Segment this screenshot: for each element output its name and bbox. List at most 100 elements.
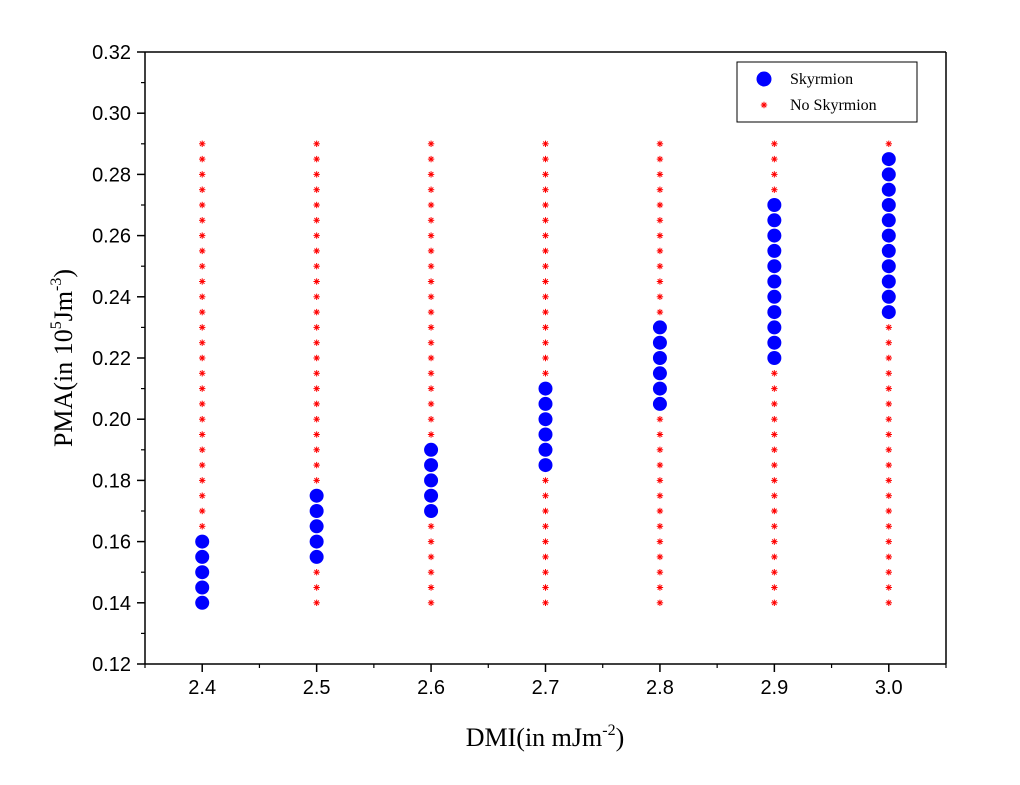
no-skyrmion-point xyxy=(656,492,664,499)
x-axis-title-text: DMI(in mJm xyxy=(466,723,603,752)
no-skyrmion-point xyxy=(199,293,206,300)
y-tick-label: 0.18 xyxy=(92,470,131,492)
y-axis-title: PMA(in 105Jm-3) xyxy=(48,269,78,447)
no-skyrmion-point xyxy=(542,324,549,331)
no-skyrmion-point xyxy=(427,370,435,377)
no-skyrmion-point xyxy=(542,599,549,606)
no-skyrmion-point xyxy=(771,446,778,453)
no-skyrmion-point xyxy=(771,186,778,193)
no-skyrmion-point xyxy=(313,354,320,362)
no-skyrmion-point xyxy=(313,324,320,331)
no-skyrmion-point xyxy=(542,201,549,209)
no-skyrmion-point xyxy=(199,523,206,530)
x-axis-title-end: ) xyxy=(616,723,625,752)
skyrmion-point xyxy=(767,351,782,365)
skyrmion-point xyxy=(652,335,667,350)
no-skyrmion-point xyxy=(885,416,892,423)
no-skyrmion-point xyxy=(656,553,664,561)
y-tick-label: 0.22 xyxy=(92,348,131,370)
no-skyrmion-point xyxy=(199,416,206,423)
skyrmion-point xyxy=(652,320,667,335)
no-skyrmion-point xyxy=(427,308,435,316)
no-skyrmion-point xyxy=(313,431,320,438)
y-axis-title-end: ) xyxy=(49,269,78,278)
skyrmion-point xyxy=(538,381,553,396)
skyrmion-point xyxy=(881,167,896,182)
no-skyrmion-point xyxy=(771,599,778,606)
no-skyrmion-point xyxy=(313,186,320,193)
no-skyrmion-point xyxy=(885,446,892,453)
no-skyrmion-point xyxy=(542,339,549,346)
no-skyrmion-point xyxy=(656,599,664,606)
no-skyrmion-point xyxy=(771,140,778,147)
skyrmion-point xyxy=(195,534,210,549)
no-skyrmion-point xyxy=(771,370,778,377)
no-skyrmion-point xyxy=(885,339,892,346)
no-skyrmion-point xyxy=(199,492,206,499)
no-skyrmion-point xyxy=(199,201,206,209)
no-skyrmion-point xyxy=(542,263,549,270)
no-skyrmion-point xyxy=(542,232,549,239)
skyrmion-point xyxy=(652,351,667,365)
no-skyrmion-point xyxy=(313,217,320,224)
no-skyrmion-point xyxy=(656,477,664,484)
x-tick-label: 2.8 xyxy=(646,677,674,699)
no-skyrmion-point xyxy=(656,446,664,453)
skyrmion-point xyxy=(538,396,553,411)
no-skyrmion-point xyxy=(427,523,435,530)
no-skyrmion-point xyxy=(199,278,206,285)
no-skyrmion-point xyxy=(313,400,320,408)
no-skyrmion-point xyxy=(313,370,320,377)
no-skyrmion-point xyxy=(656,263,664,270)
no-skyrmion-point xyxy=(199,370,206,377)
skyrmion-point xyxy=(538,458,553,473)
no-skyrmion-point xyxy=(199,186,206,193)
skyrmion-point xyxy=(309,534,324,549)
no-skyrmion-point xyxy=(427,278,435,285)
no-skyrmion-point xyxy=(427,385,435,392)
no-skyrmion-point xyxy=(199,477,206,484)
no-skyrmion-point xyxy=(313,599,320,606)
no-skyrmion-point xyxy=(885,461,892,469)
x-tick-label: 2.6 xyxy=(417,677,445,699)
no-skyrmion-point xyxy=(885,354,892,362)
no-skyrmion-point xyxy=(542,538,549,545)
skyrmion-point xyxy=(767,335,782,350)
no-skyrmion-point xyxy=(542,247,549,255)
no-skyrmion-point xyxy=(427,155,435,163)
no-skyrmion-point xyxy=(427,400,435,408)
no-skyrmion-point xyxy=(427,201,435,209)
y-tick-label: 0.12 xyxy=(92,654,131,676)
no-skyrmion-point xyxy=(427,171,435,178)
no-skyrmion-point xyxy=(427,416,435,423)
no-skyrmion-point xyxy=(656,523,664,530)
skyrmion-point xyxy=(881,198,896,212)
no-skyrmion-point xyxy=(771,171,778,178)
no-skyrmion-point xyxy=(771,155,778,163)
no-skyrmion-point xyxy=(885,477,892,484)
no-skyrmion-point xyxy=(771,584,778,591)
no-skyrmion-point xyxy=(771,385,778,392)
no-skyrmion-point xyxy=(199,461,206,469)
no-skyrmion-point xyxy=(427,354,435,362)
y-tick-label: 0.26 xyxy=(92,226,131,248)
no-skyrmion-point xyxy=(542,569,549,576)
no-skyrmion-point xyxy=(199,155,206,163)
skyrmion-point xyxy=(652,396,667,411)
no-skyrmion-point xyxy=(771,569,778,576)
no-skyrmion-point xyxy=(542,553,549,561)
x-tick-label: 2.9 xyxy=(760,677,788,699)
no-skyrmion-point xyxy=(199,400,206,408)
no-skyrmion-point xyxy=(542,140,549,147)
no-skyrmion-point xyxy=(199,507,206,515)
no-skyrmion-point xyxy=(427,217,435,224)
no-skyrmion-point xyxy=(313,232,320,239)
no-skyrmion-point xyxy=(313,416,320,423)
skyrmion-point xyxy=(195,565,210,580)
no-skyrmion-point xyxy=(427,431,435,438)
no-skyrmion-point xyxy=(885,523,892,530)
no-skyrmion-point xyxy=(542,492,549,499)
no-skyrmion-point xyxy=(656,538,664,545)
skyrmion-point xyxy=(767,213,782,228)
no-skyrmion-point xyxy=(427,584,435,591)
